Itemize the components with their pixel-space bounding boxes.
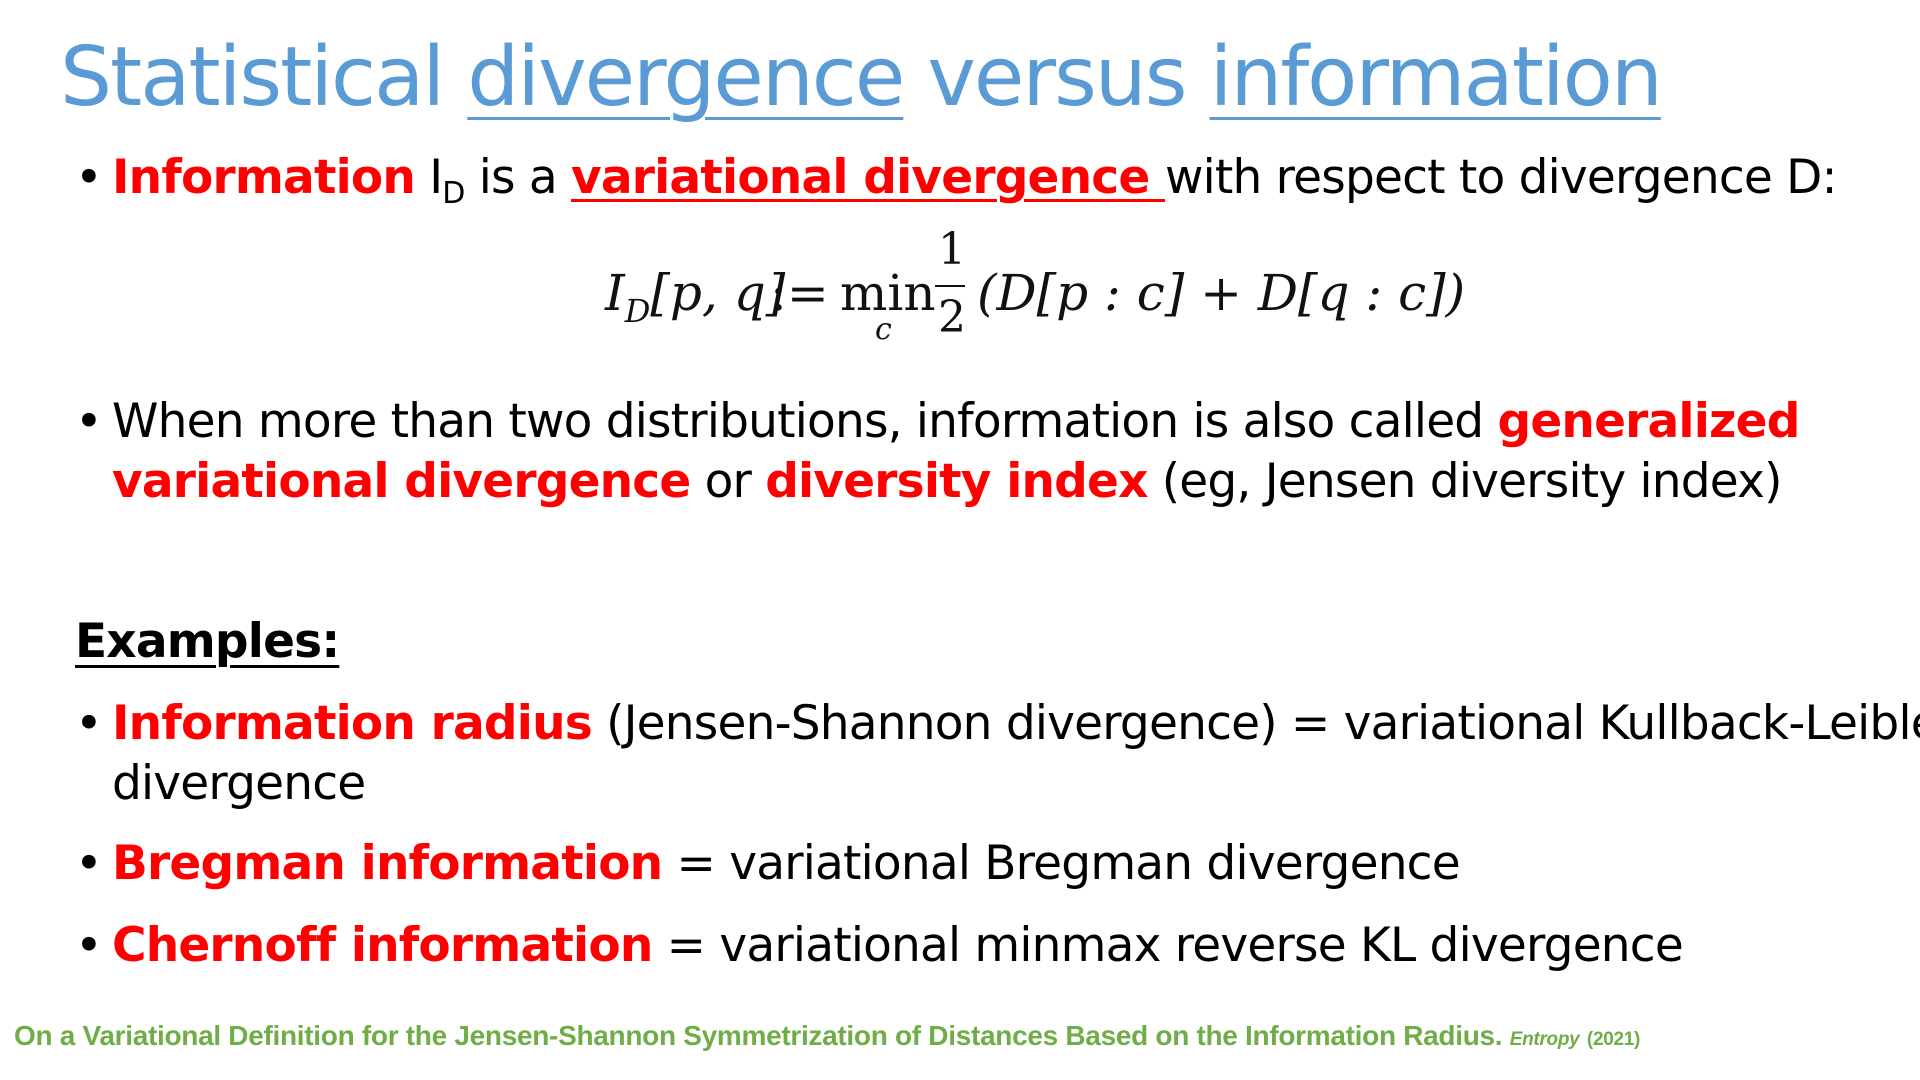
bullet-glyph: • [75,696,103,751]
bullet-text-line2: variational divergence or diversity inde… [112,452,1782,512]
citation-journal: Entropy [1509,1029,1580,1050]
text-plain: When more than two distributions, inform… [112,394,1498,449]
example-text: Chernoff information = variational minma… [112,916,1684,976]
symbol-subscript: D [442,176,465,211]
slide-title: Statistical divergence versus informatio… [60,28,1663,128]
example-rest: = variational Bregman divergence [662,836,1460,891]
title-link-information[interactable]: information [1209,30,1663,125]
citation: On a Variational Definition for the Jens… [14,1018,1640,1058]
formula-fraction-denominator: 2 [938,292,966,343]
example-text: Information radius (Jensen-Shannon diver… [112,694,1920,754]
bullet-text: Information ID is a variational divergen… [112,148,1837,224]
term-information-radius: Information radius [112,696,593,751]
formula-information-definition: ID[p, q] := min c 1 2 (D[p : c] + D[q : … [605,224,1465,352]
term-generalized: generalized [1497,394,1800,449]
formula-min: min [840,264,936,322]
formula-fraction-numerator: 1 [938,224,966,275]
formula-subscript-D: D [624,292,651,330]
formula-min-subscript: c [875,312,892,347]
link-variational-divergence[interactable]: variational divergence [570,150,1165,205]
text-is-a: is a [464,150,571,205]
formula-rhs: (D[p : c] + D[q : c]) [977,264,1465,322]
bullet-text-line1: When more than two distributions, inform… [112,392,1800,452]
text-eg: (eg, Jensen diversity index) [1147,454,1783,509]
bullet-glyph: • [75,394,103,449]
title-part-versus: versus [903,30,1210,125]
formula-I: I [605,264,625,322]
term-variational-divergence: variational divergence [112,454,691,509]
citation-title: On a Variational Definition for the Jens… [14,1020,1503,1051]
title-link-divergence[interactable]: divergence [467,30,905,125]
term-diversity-index: diversity index [765,454,1148,509]
bullet-glyph: • [75,836,103,891]
term-information: Information [112,150,416,205]
example-text: Bregman information = variational Bregma… [112,834,1461,894]
text-or: or [690,454,766,509]
example-rest: = variational minmax reverse KL divergen… [652,918,1684,973]
bullet-glyph: • [75,918,103,973]
formula-lhs: ID[p, q] [605,264,786,330]
formula-assign: := [770,264,829,322]
formula-args: [p, q] [650,264,786,322]
term-chernoff-information: Chernoff information [112,918,653,973]
bullet-glyph: • [75,150,103,205]
term-bregman-information: Bregman information [112,836,663,891]
title-part-statistical: Statistical [60,30,468,125]
example-rest: (Jensen-Shannon divergence) = variationa… [591,696,1920,751]
examples-heading: Examples: [75,614,340,669]
formula-fraction-bar [935,285,965,287]
symbol-I: I [415,150,443,205]
text-with-respect: with respect to divergence D: [1165,150,1837,205]
citation-year: (2021) [1586,1029,1641,1050]
formula-rhs-text: (D[p : c] + D[q : c]) [977,264,1466,322]
example-cont-text: divergence [112,756,366,811]
